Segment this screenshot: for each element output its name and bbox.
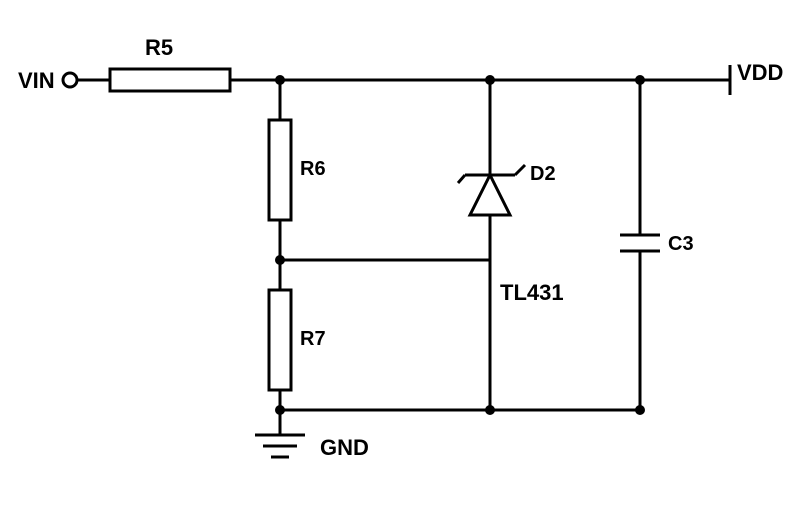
ground-symbol [255,410,305,457]
label-ic: TL431 [500,280,564,305]
capacitor-c3 [620,235,660,251]
junction-dot [485,75,495,85]
label-r6: R6 [300,158,326,180]
resistor-r7 [269,290,291,390]
shunt-regulator-d2 [458,165,525,260]
resistor-r5 [110,69,230,91]
junction-dot [275,75,285,85]
port-vin [63,73,77,87]
label-r5: R5 [145,35,173,60]
junction-dot [485,405,495,415]
label-d2: D2 [530,163,556,185]
circuit-schematic: VIN VDD R5 R6 R7 D2 TL431 C3 GND [0,0,800,512]
junction-dot [275,405,285,415]
label-vin: VIN [18,68,55,93]
label-c3: C3 [668,233,694,255]
junction-dot [635,405,645,415]
resistor-r6 [269,120,291,220]
label-vdd: VDD [737,60,783,85]
junction-dot [275,255,285,265]
label-r7: R7 [300,328,326,350]
junction-dot [635,75,645,85]
label-gnd: GND [320,435,369,460]
